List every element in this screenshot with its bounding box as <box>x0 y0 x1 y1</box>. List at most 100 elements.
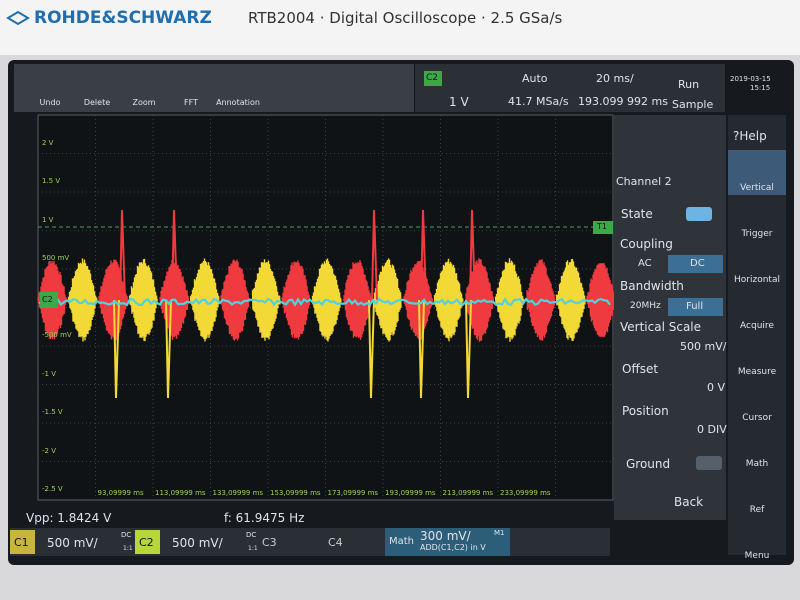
y-axis-label: 2 V <box>42 138 54 147</box>
side-menu-item[interactable]: Math <box>745 459 769 469</box>
y-axis-label: 1.5 V <box>42 177 61 185</box>
state-label: State <box>621 207 653 221</box>
yellow-spike <box>165 299 172 399</box>
yellow-spike <box>113 299 120 399</box>
offset-label: Offset <box>622 362 659 376</box>
math-function: ADD(C1,C2) in V <box>420 543 486 552</box>
math-name[interactable]: Math <box>389 536 415 547</box>
c1-badge <box>10 530 35 554</box>
x-axis-label: 193,09999 ms <box>385 489 436 497</box>
bandwidth-20mhz[interactable]: 20MHz <box>630 301 661 311</box>
toolbar-button[interactable]: Annotation <box>216 98 260 107</box>
c2-badge <box>135 530 160 554</box>
toolbar-button[interactable]: Delete <box>83 98 111 107</box>
x-axis-label: 133,09999 ms <box>212 489 264 497</box>
y-axis-label: -1.5 V <box>42 408 63 416</box>
help[interactable]: ?Help <box>733 129 767 143</box>
yellow-spike <box>418 299 425 399</box>
toolbar-button[interactable]: Undo <box>39 98 61 107</box>
red-spike <box>469 209 476 301</box>
ground-toggle[interactable] <box>696 456 722 470</box>
y-axis-label: 500 mV <box>42 254 70 262</box>
c3-name[interactable]: C3 <box>262 536 277 549</box>
position: 193.099 992 ms <box>578 95 668 108</box>
yellow-spike <box>465 299 472 399</box>
trigger-source-badge <box>424 71 442 86</box>
measurement-freq: f: 61.9475 Hz <box>224 511 305 525</box>
red-spike <box>371 209 378 301</box>
time: 15:15 <box>750 84 771 92</box>
bandwidth-label: Bandwidth <box>620 279 684 293</box>
side-menu-item[interactable]: Horizontal <box>734 275 780 285</box>
vertical-scale-label: Vertical Scale <box>620 320 702 334</box>
ground-label: Ground <box>626 457 671 471</box>
side-menu-item[interactable]: Measure <box>737 367 777 377</box>
channel-panel <box>614 115 726 520</box>
math-box <box>385 528 510 556</box>
side-menu-item[interactable]: Trigger <box>741 229 773 239</box>
c1-coupling: DC <box>121 531 132 539</box>
acq-mode: Sample <box>672 98 714 111</box>
y-axis-label: 1 V <box>42 215 54 224</box>
x-axis-label: 93,09999 ms <box>97 489 144 497</box>
side-menu-item[interactable]: Menu <box>744 551 770 561</box>
c1-name[interactable]: C1 <box>14 536 29 549</box>
acquisition-bar <box>415 64 725 112</box>
toolbar <box>14 64 414 112</box>
bandwidth-full[interactable]: Full <box>686 301 704 312</box>
position-value: 0 DIV <box>697 423 727 436</box>
vertical-scale-value: 500 mV/ <box>680 340 727 353</box>
coupling-dc[interactable]: DC <box>690 258 705 269</box>
logo-diamond <box>6 10 30 26</box>
x-axis-label: 113,09999 ms <box>155 489 206 497</box>
toolbar-button[interactable]: Zoom <box>132 98 156 107</box>
x-axis-label: 173,09999 ms <box>327 489 379 497</box>
x-axis-label: 213,09999 ms <box>442 489 494 497</box>
side-menu-active <box>728 150 786 195</box>
measurement-vpp: Vpp: 1.8424 V <box>26 511 112 525</box>
x-axis-label: 153,09999 ms <box>270 489 321 497</box>
red-spike <box>171 209 178 301</box>
trigger-level: 1 V <box>449 95 469 109</box>
math-label: M1 <box>494 529 505 537</box>
math-trace <box>38 297 611 308</box>
position-label: Position <box>622 404 669 418</box>
y-axis-label: -500 mV <box>42 331 72 339</box>
trigger-marker-label: T1 <box>597 222 607 231</box>
side-menu-item[interactable]: Cursor <box>742 413 772 423</box>
c2-name[interactable]: C2 <box>139 536 154 549</box>
offset-value: 0 V <box>707 381 726 394</box>
y-axis-label: -2 V <box>42 446 56 455</box>
toolbar-button[interactable]: FFT <box>184 98 198 107</box>
trigger-source: C2 <box>426 73 439 83</box>
run-state[interactable]: Run <box>678 78 700 91</box>
coupling-ac[interactable]: AC <box>638 258 652 269</box>
math-scale: 300 mV/ <box>420 529 471 543</box>
channel-marker-label: C2 <box>42 295 53 304</box>
dc-selected <box>668 255 723 273</box>
side-menu-item[interactable]: Vertical <box>740 183 774 193</box>
y-axis-label: -2.5 V <box>42 485 63 493</box>
back-button[interactable]: Back <box>674 495 704 509</box>
c2-scale: 500 mV/ <box>172 536 223 550</box>
brand: ROHDE&SCHWARZ <box>34 8 212 28</box>
c2-probe: 1:1 <box>248 545 258 552</box>
yellow-spike <box>368 299 375 399</box>
c2-coupling: DC <box>246 531 257 539</box>
side-menu-item[interactable]: Acquire <box>740 321 774 331</box>
c4-name[interactable]: C4 <box>328 536 343 549</box>
y-axis-label: -1 V <box>42 369 56 378</box>
c1-scale: 500 mV/ <box>47 536 98 550</box>
c1-probe: 1:1 <box>123 545 133 552</box>
coupling-label: Coupling <box>620 237 673 251</box>
timebase[interactable]: 20 ms/ <box>596 72 634 85</box>
state-toggle[interactable] <box>686 207 712 221</box>
trigger-mode[interactable]: Auto <box>522 72 548 85</box>
channel-bar <box>10 528 610 556</box>
full-selected <box>668 298 723 316</box>
x-axis-label: 233,09999 ms <box>500 489 551 497</box>
red-spike <box>119 209 126 301</box>
side-menu-item[interactable]: Ref <box>749 505 765 515</box>
